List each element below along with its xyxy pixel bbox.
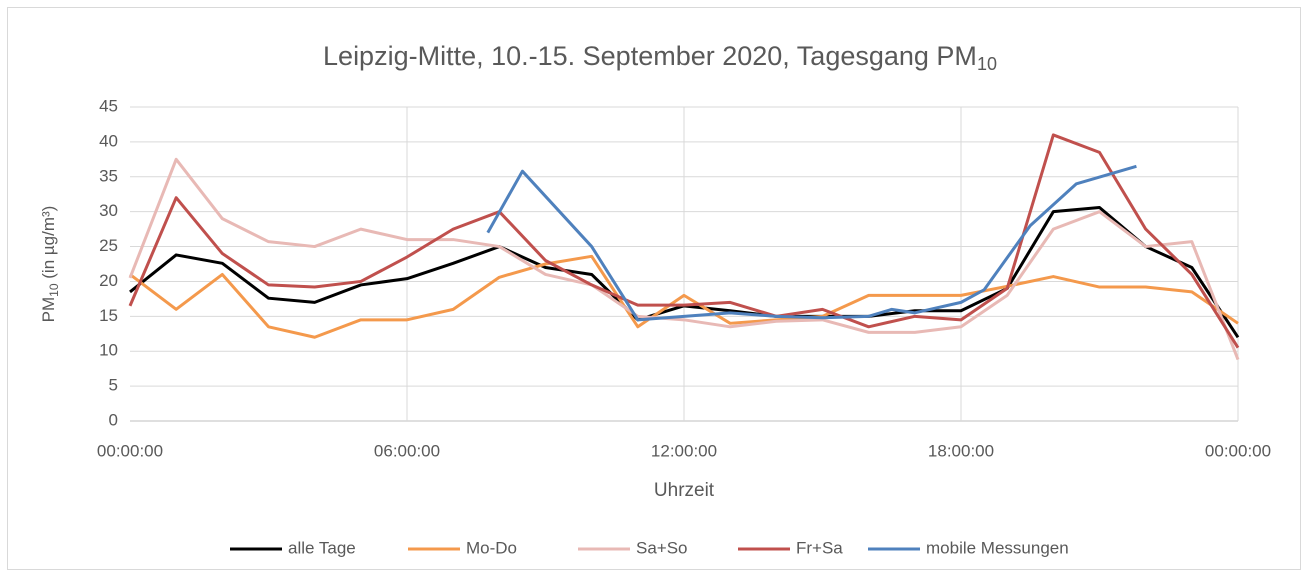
y-tick-label: 10 [99, 341, 118, 360]
series-line [486, 164, 1137, 322]
y-tick-label: 0 [109, 410, 118, 429]
legend-label: mobile Messungen [926, 538, 1069, 557]
y-label-subscript: 10 [47, 283, 61, 297]
y-tick-label: 40 [99, 131, 118, 150]
legend-label: Mo-Do [466, 538, 517, 557]
x-axis-label: Uhrzeit [654, 480, 715, 501]
x-tick-label: 00:00:00 [1205, 441, 1271, 460]
chart-title: Leipzig-Mitte, 10.-15. September 2020, T… [323, 41, 997, 74]
legend-label: Sa+So [636, 538, 688, 557]
y-tick-label: 20 [99, 271, 118, 290]
y-tick-label: 35 [99, 166, 118, 185]
x-tick-label: 12:00:00 [651, 441, 717, 460]
y-tick-label: 5 [109, 376, 118, 395]
series-line [128, 157, 1240, 361]
legend-label: Fr+Sa [796, 538, 843, 557]
y-tick-label: 15 [99, 306, 118, 325]
y-tick-label: 45 [99, 96, 118, 115]
y-tick-label: 25 [99, 236, 118, 255]
title-subscript: 10 [977, 54, 997, 74]
series-line [128, 133, 1240, 349]
chart-border [7, 7, 1301, 570]
x-tick-label: 06:00:00 [374, 441, 440, 460]
title-main: Leipzig-Mitte, 10.-15. September 2020, T… [323, 41, 977, 71]
y-tick-label: 30 [99, 201, 118, 220]
x-tick-label: 00:00:00 [97, 441, 163, 460]
series-line [129, 254, 1239, 339]
y-axis-label: PM10 (in µg/m³) [39, 206, 61, 323]
legend-label: alle Tage [288, 538, 356, 557]
y-label-part: PM [39, 297, 58, 323]
x-tick-label: 18:00:00 [928, 441, 994, 460]
y-label-part: (in µg/m³) [39, 206, 58, 284]
